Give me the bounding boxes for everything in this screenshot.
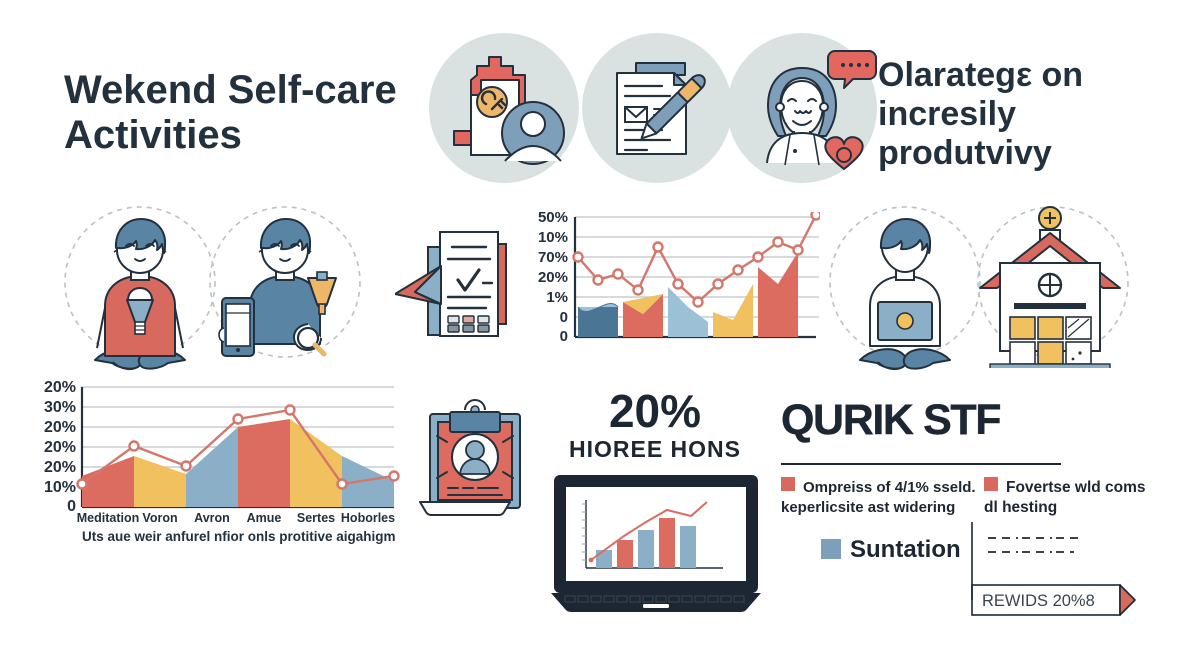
svg-text:Uts aue weir anfurel nfior onl: Uts aue weir anfurel nfior onls protitiv… <box>82 529 396 544</box>
svg-text:Meditation: Meditation <box>77 511 140 525</box>
svg-text:10%: 10% <box>538 229 568 246</box>
svg-text:20%: 20% <box>44 379 76 396</box>
svg-text:Avron: Avron <box>194 511 230 525</box>
svg-text:1%: 1% <box>546 289 568 306</box>
svg-text:Sertes: Sertes <box>297 511 335 525</box>
svg-text:50%: 50% <box>538 212 568 226</box>
svg-text:Hoborles: Hoborles <box>341 511 395 525</box>
svg-text:70%: 70% <box>538 249 568 266</box>
svg-text:0: 0 <box>560 328 568 345</box>
svg-text:10%: 10% <box>44 479 76 496</box>
svg-text:20%: 20% <box>44 459 76 476</box>
svg-text:REWIDS 20%8: REWIDS 20%8 <box>982 592 1095 610</box>
svg-text:20%: 20% <box>44 439 76 456</box>
svg-text:30%: 30% <box>44 399 76 416</box>
svg-text:0: 0 <box>67 498 76 515</box>
svg-text:20%: 20% <box>44 419 76 436</box>
svg-text:Voron: Voron <box>142 511 177 525</box>
svg-text:20%: 20% <box>538 269 568 286</box>
svg-text:Amue: Amue <box>247 511 282 525</box>
svg-text:0: 0 <box>560 309 568 326</box>
